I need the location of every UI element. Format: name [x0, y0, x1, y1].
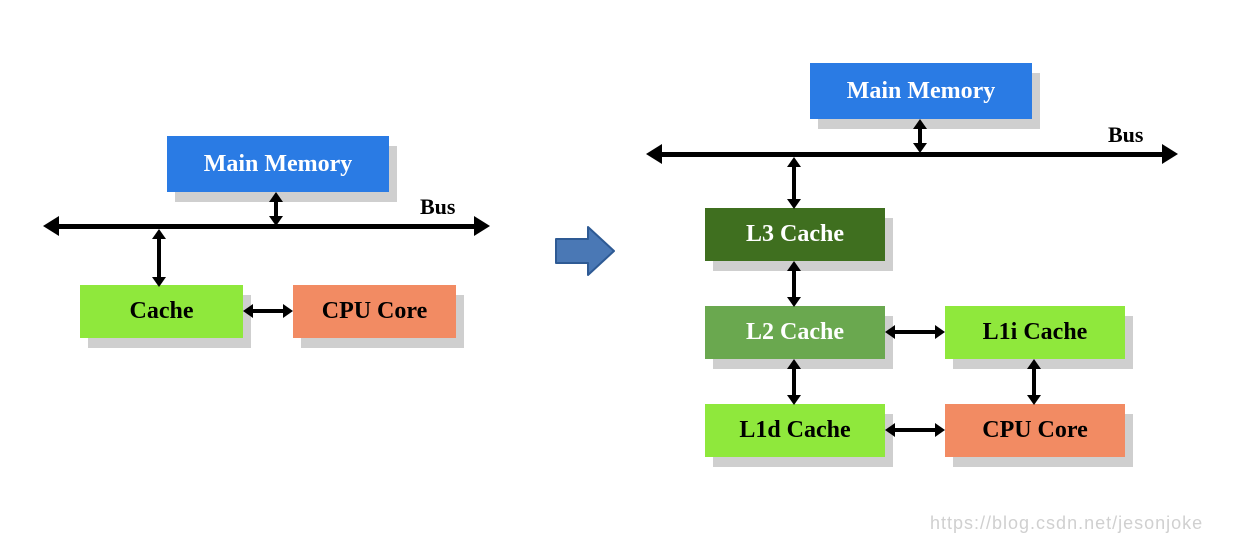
bus-arrow-right [466, 214, 490, 238]
l1d-box: L1d Cache [705, 404, 885, 457]
main-memory-box: Main Memory [167, 136, 389, 192]
bus-arrow-left [43, 214, 67, 238]
r-arrow-l1i-cpu [1025, 359, 1043, 405]
r-bus-label: Bus [1108, 122, 1143, 148]
r-cpu-label: CPU Core [982, 417, 1088, 444]
r-arrow-bus-l3 [785, 157, 803, 209]
cpu-box: CPU Core [293, 285, 456, 338]
r-main-memory-label: Main Memory [847, 78, 996, 105]
cache-label: Cache [130, 298, 194, 325]
r-arrow-l1d-cpu [885, 421, 945, 439]
r-arrow-l2-l1i [885, 323, 945, 341]
arrow-bus-cache [150, 229, 168, 287]
r-arrow-l3-l2 [785, 261, 803, 307]
r-cpu-box: CPU Core [945, 404, 1125, 457]
l1i-label: L1i Cache [983, 319, 1088, 346]
r-bus-arrow-right [1154, 142, 1178, 166]
l2-label: L2 Cache [746, 319, 844, 346]
l3-label: L3 Cache [746, 221, 844, 248]
l1d-label: L1d Cache [739, 417, 850, 444]
r-arrow-mm-bus [911, 119, 929, 153]
r-arrow-l2-l1d [785, 359, 803, 405]
l2-box: L2 Cache [705, 306, 885, 359]
cache-box: Cache [80, 285, 243, 338]
r-bus-arrow-left [646, 142, 670, 166]
arrow-cache-cpu [243, 302, 293, 320]
main-memory-label: Main Memory [204, 151, 353, 178]
l3-box: L3 Cache [705, 208, 885, 261]
r-main-memory-box: Main Memory [810, 63, 1032, 119]
bus-label: Bus [420, 194, 455, 220]
transition-arrow-icon [554, 223, 616, 279]
watermark-text: https://blog.csdn.net/jesonjoke [930, 513, 1203, 534]
arrow-mm-bus [267, 192, 285, 226]
l1i-box: L1i Cache [945, 306, 1125, 359]
cpu-label: CPU Core [322, 298, 428, 325]
